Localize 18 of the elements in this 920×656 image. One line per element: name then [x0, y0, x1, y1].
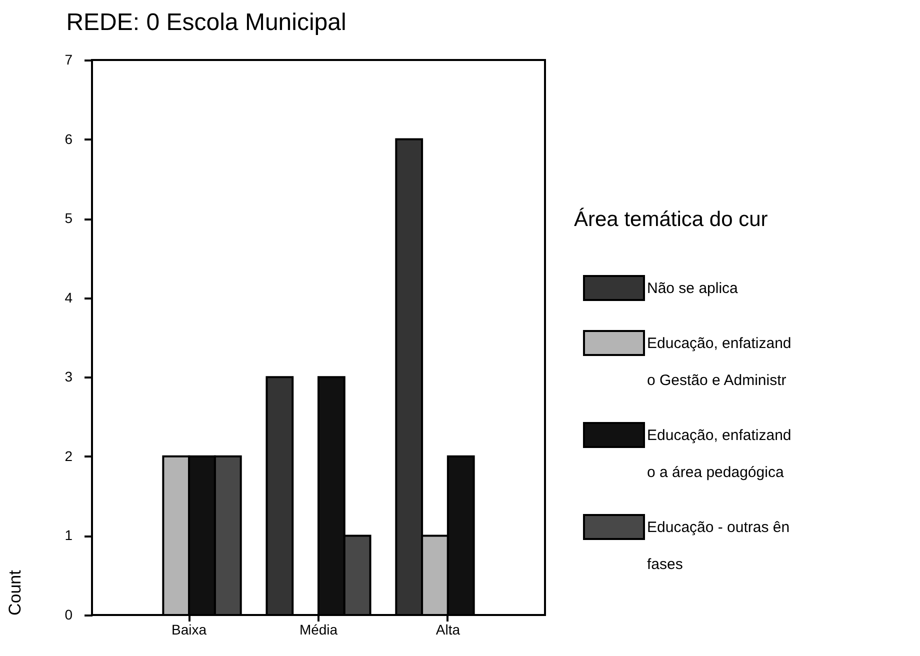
x-tick-label: Média	[299, 622, 338, 638]
y-tick-label: 2	[64, 448, 73, 464]
y-tick-label: 6	[64, 130, 73, 147]
legend-label: Não se aplica	[647, 280, 739, 297]
text: Educação, enfatizando a área pedagógica	[647, 427, 792, 481]
x-tick-label: Alta	[436, 622, 460, 638]
y-tick-label: 4	[64, 289, 73, 306]
y-tick-label: 7	[64, 52, 73, 68]
y-tick-label: 0	[64, 606, 73, 622]
y-tick-label: 3	[64, 368, 73, 385]
text: Educação - outras ênfases	[647, 519, 790, 573]
legend-title: Área temática do cur	[574, 207, 768, 231]
y-tick-label: 1	[64, 527, 73, 544]
x-tick-label: Baixa	[172, 622, 207, 638]
chart-title: REDE: 0 Escola Municipal	[66, 9, 346, 36]
text: Educação, enfatizando Gestão e Administr	[647, 335, 792, 389]
y-axis-title: Count	[6, 570, 25, 616]
y-tick-label: 5	[64, 210, 73, 226]
